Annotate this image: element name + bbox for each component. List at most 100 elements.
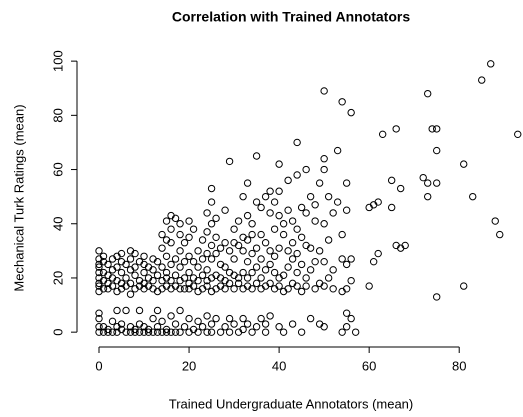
- point: [153, 328, 162, 336]
- point: [140, 268, 148, 277]
- point: [374, 249, 382, 258]
- point: [297, 203, 306, 212]
- point: [189, 225, 198, 233]
- point: [239, 325, 247, 334]
- point: [95, 323, 103, 331]
- point: [469, 192, 477, 201]
- point: [347, 255, 355, 263]
- point: [315, 247, 324, 255]
- point: [514, 130, 522, 139]
- point: [257, 274, 265, 282]
- point: [243, 320, 252, 328]
- point: [113, 306, 121, 315]
- point: [342, 179, 351, 187]
- point: [176, 285, 184, 293]
- point: [423, 192, 432, 201]
- point: [239, 314, 247, 323]
- point: [153, 257, 162, 266]
- point: [306, 314, 315, 323]
- point: [198, 271, 207, 279]
- point: [333, 198, 342, 206]
- point: [423, 179, 432, 187]
- point: [423, 89, 432, 98]
- point: [284, 247, 292, 255]
- point: [279, 328, 288, 336]
- point: [248, 268, 256, 277]
- point: [176, 306, 184, 315]
- point: [387, 176, 396, 185]
- point: [212, 233, 220, 241]
- point: [225, 328, 234, 336]
- point: [338, 98, 346, 106]
- point: [171, 255, 180, 263]
- point: [176, 230, 184, 239]
- point: [419, 173, 427, 182]
- point: [324, 274, 333, 282]
- point: [320, 220, 328, 228]
- point: [342, 206, 351, 214]
- point: [478, 76, 486, 84]
- point: [212, 249, 220, 258]
- point: [212, 314, 220, 323]
- point: [198, 323, 207, 331]
- point: [194, 276, 202, 285]
- point: [122, 274, 130, 282]
- point: [266, 279, 274, 288]
- point: [460, 160, 468, 168]
- point: [302, 209, 310, 217]
- point: [284, 176, 292, 185]
- point: [234, 217, 243, 225]
- point: [149, 328, 157, 336]
- point: [320, 165, 328, 174]
- point: [320, 87, 328, 95]
- point: [252, 152, 261, 160]
- point: [149, 266, 157, 274]
- point: [252, 279, 261, 288]
- point: [333, 146, 342, 155]
- point: [122, 328, 130, 336]
- point: [338, 230, 346, 239]
- point: [162, 217, 171, 225]
- point: [185, 314, 193, 323]
- point: [248, 285, 256, 293]
- point: [279, 220, 288, 228]
- point: [180, 274, 189, 282]
- point: [221, 285, 229, 293]
- point: [203, 328, 211, 336]
- point: [203, 282, 211, 290]
- point: [216, 328, 225, 336]
- point: [338, 255, 346, 263]
- point: [243, 236, 252, 244]
- point: [176, 247, 184, 255]
- point: [342, 323, 351, 331]
- point: [158, 263, 166, 271]
- point: [131, 263, 139, 271]
- point: [342, 260, 351, 269]
- point: [126, 290, 135, 298]
- point: [433, 146, 441, 155]
- point: [311, 217, 319, 225]
- point: [293, 171, 301, 179]
- point: [194, 317, 202, 326]
- point: [320, 155, 328, 163]
- point: [306, 266, 315, 274]
- point: [108, 282, 117, 290]
- point: [392, 125, 400, 133]
- point: [99, 252, 108, 260]
- point: [257, 230, 265, 239]
- point: [288, 320, 297, 328]
- point: [302, 165, 310, 174]
- point: [279, 230, 288, 239]
- point: [113, 263, 121, 271]
- point: [252, 244, 261, 252]
- point: [320, 257, 328, 266]
- point: [162, 328, 171, 336]
- point: [180, 239, 189, 247]
- point: [270, 268, 279, 277]
- y-tick-label: 0: [50, 329, 65, 336]
- point: [95, 314, 103, 323]
- point: [270, 198, 279, 206]
- point: [207, 255, 216, 263]
- point: [275, 244, 283, 252]
- point: [221, 206, 229, 214]
